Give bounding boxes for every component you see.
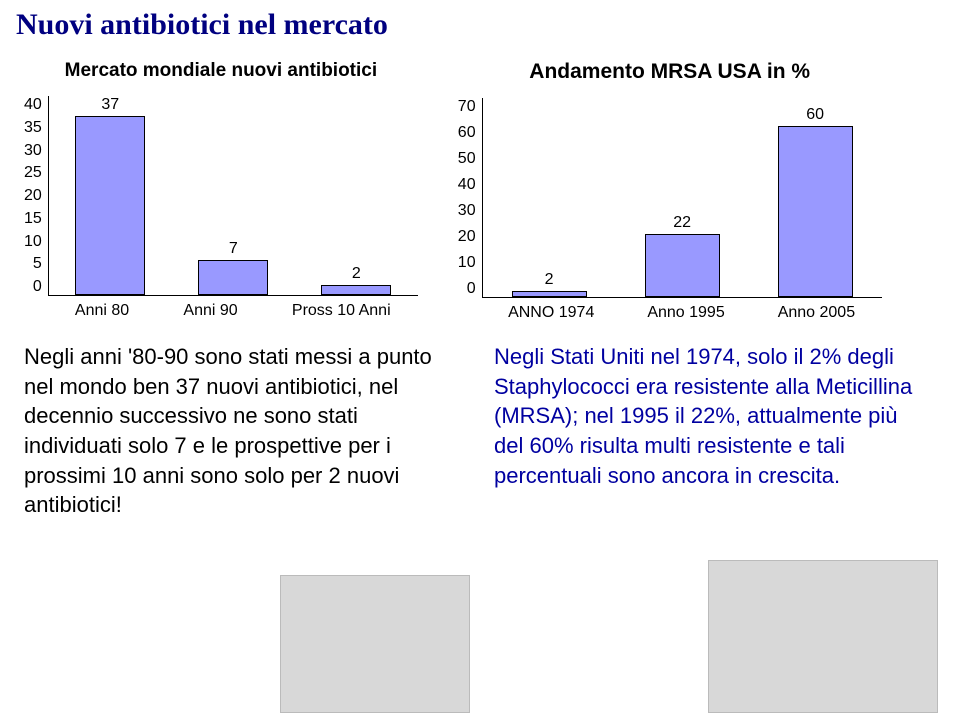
page-title: Nuovi antibiotici nel mercato	[16, 8, 936, 42]
bar-wrap: 60	[778, 98, 853, 297]
ytick: 25	[24, 164, 42, 182]
ytick: 20	[24, 187, 42, 205]
bar	[645, 234, 720, 297]
bar	[198, 260, 268, 295]
ytick: 0	[33, 278, 42, 296]
xcat: Anni 90	[183, 302, 237, 320]
bar-wrap: 22	[645, 98, 720, 297]
bar	[75, 116, 145, 295]
bar-value-label: 60	[806, 106, 824, 124]
ytick: 60	[458, 124, 476, 142]
ytick: 40	[24, 96, 42, 114]
chart-left: Mercato mondiale nuovi antibiotici 40 35 3…	[24, 60, 418, 322]
charts-row: Mercato mondiale nuovi antibiotici 40 35 3…	[24, 60, 936, 322]
pills-photo	[708, 560, 938, 713]
bar-value-label: 22	[673, 214, 691, 232]
bar-value-label: 37	[101, 96, 119, 114]
ytick: 10	[458, 254, 476, 272]
bar-wrap: 2	[512, 98, 587, 297]
ytick: 50	[458, 150, 476, 168]
bar-wrap: 2	[321, 96, 391, 295]
ytick: 0	[467, 280, 476, 298]
chart-left-yaxis: 40 35 30 25 20 15 10 5 0	[24, 96, 48, 296]
chart-left-plot: 37 7 2	[48, 96, 418, 296]
lab-photo	[280, 575, 470, 713]
text-row: Negli anni '80-90 sono stati messi a pun…	[24, 342, 936, 520]
chart-left-title: Mercato mondiale nuovi antibiotici	[24, 60, 418, 82]
xcat: ANNO 1974	[508, 304, 594, 322]
bar-wrap: 7	[198, 96, 268, 295]
bar-value-label: 7	[229, 240, 238, 258]
ytick: 35	[24, 119, 42, 137]
xcat: Anno 1995	[647, 304, 724, 322]
ytick: 15	[24, 210, 42, 228]
paragraph-right: Negli Stati Uniti nel 1974, solo il 2% d…	[494, 342, 924, 520]
ytick: 70	[458, 98, 476, 116]
chart-right-xaxis: ANNO 1974 Anno 1995 Anno 2005	[482, 304, 882, 322]
bar	[512, 291, 587, 297]
ytick: 30	[458, 202, 476, 220]
ytick: 30	[24, 142, 42, 160]
xcat: Anni 80	[75, 302, 129, 320]
chart-right-yaxis: 70 60 50 40 30 20 10 0	[458, 98, 482, 298]
xcat: Pross 10 Anni	[292, 302, 391, 320]
xcat: Anno 2005	[778, 304, 855, 322]
paragraph-left: Negli anni '80-90 sono stati messi a pun…	[24, 342, 454, 520]
chart-left-xaxis: Anni 80 Anni 90 Pross 10 Anni	[48, 302, 418, 320]
bar-value-label: 2	[545, 271, 554, 289]
bar-wrap: 37	[75, 96, 145, 295]
bar	[778, 126, 853, 297]
chart-right: Andamento MRSA USA in % 706050403020100 …	[458, 60, 882, 322]
ytick: 5	[33, 255, 42, 273]
ytick: 10	[24, 233, 42, 251]
chart-right-plot: 22260	[482, 98, 882, 298]
bar	[321, 285, 391, 295]
ytick: 40	[458, 176, 476, 194]
chart-right-title: Andamento MRSA USA in %	[458, 60, 882, 84]
ytick: 20	[458, 228, 476, 246]
bar-value-label: 2	[352, 265, 361, 283]
